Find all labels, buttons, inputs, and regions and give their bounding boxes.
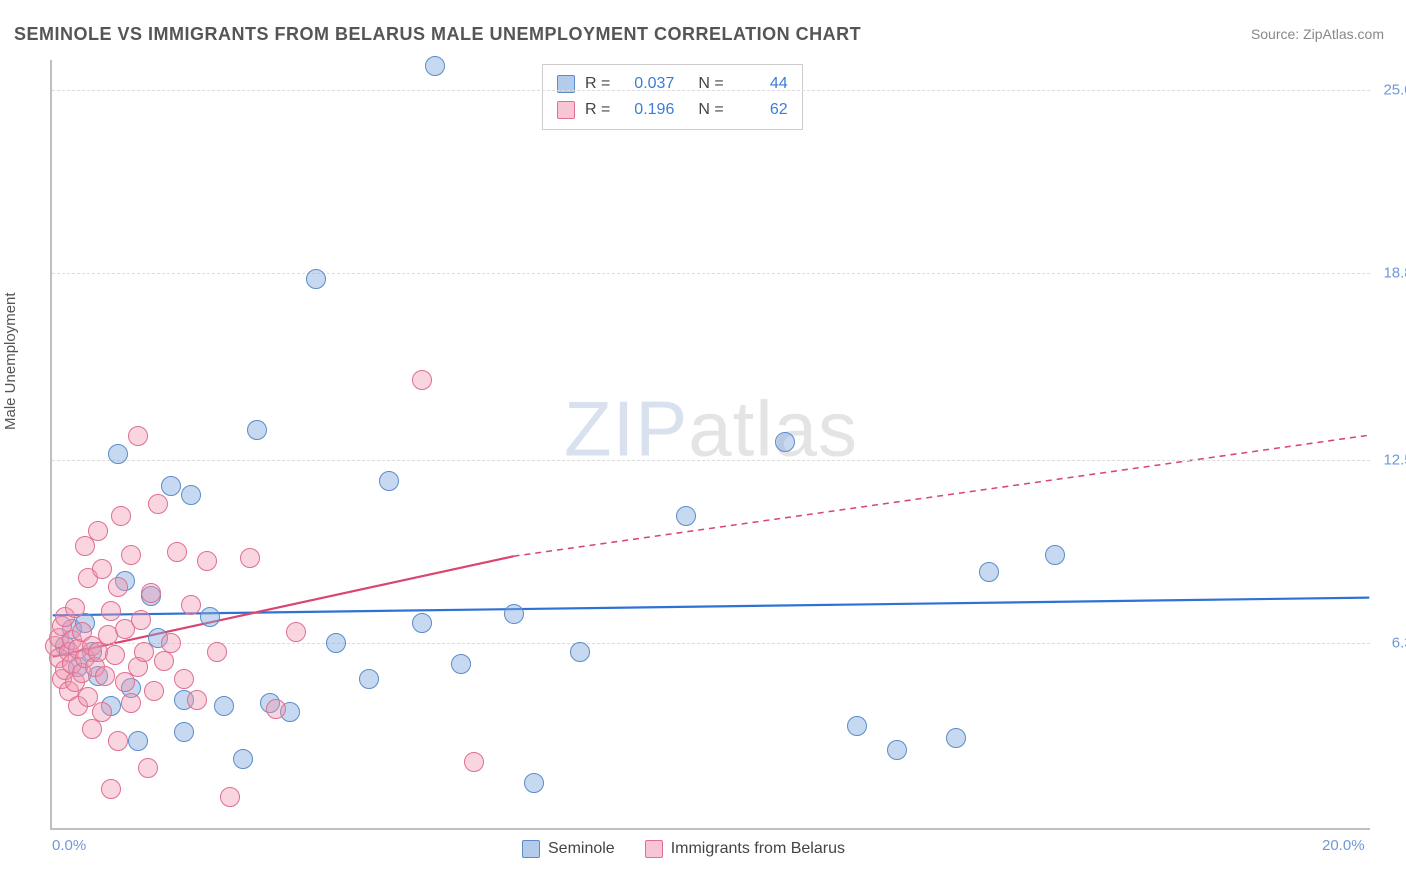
data-point <box>233 749 253 769</box>
data-point <box>144 681 164 701</box>
legend-swatch <box>645 840 663 858</box>
y-tick-label: 18.8% <box>1383 265 1406 282</box>
data-point <box>197 551 217 571</box>
data-point <box>306 269 326 289</box>
data-point <box>425 56 445 76</box>
data-point <box>131 610 151 630</box>
y-tick-label: 25.0% <box>1383 81 1406 98</box>
data-point <box>174 669 194 689</box>
data-point <box>359 669 379 689</box>
legend-row: R =0.037N =44 <box>557 71 788 97</box>
data-point <box>111 506 131 526</box>
data-point <box>504 604 524 624</box>
data-point <box>181 595 201 615</box>
gridline <box>52 460 1370 461</box>
data-point <box>946 728 966 748</box>
data-point <box>187 690 207 710</box>
legend-r-value: 0.196 <box>620 101 674 119</box>
data-point <box>92 702 112 722</box>
y-axis-label: Male Unemployment <box>2 292 19 430</box>
data-point <box>412 370 432 390</box>
data-point <box>128 426 148 446</box>
x-tick-label: 0.0% <box>52 837 86 854</box>
correlation-legend: R =0.037N =44 R = 0.196 N = 62 <box>542 64 803 130</box>
data-point <box>412 613 432 633</box>
source-attribution: Source: ZipAtlas.com <box>1251 26 1384 42</box>
data-point <box>154 651 174 671</box>
data-point <box>979 562 999 582</box>
data-point <box>128 731 148 751</box>
data-point <box>887 740 907 760</box>
data-point <box>121 545 141 565</box>
data-point <box>214 696 234 716</box>
plot-area: ZIPatlas R =0.037N =44R =0.196N =62 Semi… <box>50 60 1370 830</box>
x-tick-label: 20.0% <box>1322 837 1365 854</box>
trendlines-layer <box>52 60 1370 828</box>
y-tick-label: 12.5% <box>1383 451 1406 468</box>
data-point <box>174 722 194 742</box>
data-point <box>92 559 112 579</box>
data-point <box>326 633 346 653</box>
legend-n-value: 62 <box>734 101 788 119</box>
data-point <box>148 494 168 514</box>
data-point <box>220 787 240 807</box>
data-point <box>65 598 85 618</box>
data-point <box>161 633 181 653</box>
data-point <box>847 716 867 736</box>
data-point <box>95 666 115 686</box>
gridline <box>52 90 1370 91</box>
data-point <box>524 773 544 793</box>
data-point <box>105 645 125 665</box>
legend-r-label: R = <box>585 101 610 119</box>
series-legend: Seminole Immigrants from Belarus <box>522 840 845 858</box>
legend-label: Immigrants from Belarus <box>671 840 845 857</box>
data-point <box>141 583 161 603</box>
data-point <box>108 577 128 597</box>
data-point <box>101 779 121 799</box>
data-point <box>200 607 220 627</box>
data-point <box>451 654 471 674</box>
gridline <box>52 643 1370 644</box>
data-point <box>247 420 267 440</box>
data-point <box>207 642 227 662</box>
gridline <box>52 273 1370 274</box>
legend-item: Seminole <box>522 840 615 858</box>
y-tick-label: 6.3% <box>1392 635 1406 652</box>
legend-swatch <box>522 840 540 858</box>
data-point <box>570 642 590 662</box>
data-point <box>167 542 187 562</box>
data-point <box>775 432 795 452</box>
legend-item: Immigrants from Belarus <box>645 840 845 858</box>
data-point <box>121 693 141 713</box>
data-point <box>134 642 154 662</box>
legend-label: Seminole <box>548 840 615 857</box>
data-point <box>101 601 121 621</box>
data-point <box>240 548 260 568</box>
data-point <box>266 699 286 719</box>
data-point <box>88 521 108 541</box>
data-point <box>161 476 181 496</box>
data-point <box>181 485 201 505</box>
data-point <box>108 444 128 464</box>
data-point <box>138 758 158 778</box>
legend-swatch <box>557 101 575 119</box>
data-point <box>379 471 399 491</box>
data-point <box>108 731 128 751</box>
data-point <box>286 622 306 642</box>
data-point <box>82 719 102 739</box>
data-point <box>1045 545 1065 565</box>
chart-title: SEMINOLE VS IMMIGRANTS FROM BELARUS MALE… <box>14 24 861 45</box>
legend-n-label: N = <box>698 101 723 119</box>
data-point <box>676 506 696 526</box>
legend-row: R = 0.196 N = 62 <box>557 97 788 123</box>
data-point <box>464 752 484 772</box>
